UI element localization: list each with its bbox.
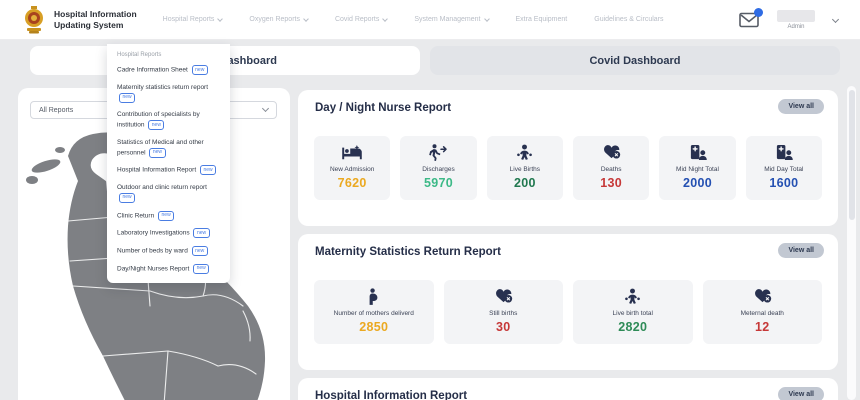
menu-item-statistics-of-medical-personnel[interactable]: Statistics of Medical and other personne… bbox=[117, 138, 204, 158]
header: Hospital Information Updating System Hos… bbox=[0, 0, 860, 40]
walking-person-icon bbox=[428, 144, 448, 161]
stat-tile-live-birth-total: Live birth total 2820 bbox=[573, 280, 693, 344]
nav-extra-equipment[interactable]: Extra Equipment bbox=[515, 16, 568, 23]
card-title: Maternity Statistics Return Report bbox=[315, 246, 501, 258]
menu-item-outdoor-and-clinic-return-report[interactable]: Outdoor and clinic return report new bbox=[117, 183, 220, 203]
chevron-down-icon[interactable] bbox=[831, 15, 840, 23]
new-badge: new bbox=[149, 147, 166, 158]
stat-tile-new-admission: New Admission 7620 bbox=[314, 136, 391, 200]
messages-button[interactable] bbox=[739, 8, 763, 28]
new-badge: new bbox=[148, 120, 165, 130]
card-title: Hospital Information Report bbox=[315, 390, 468, 400]
nav-guidelines-circulars[interactable]: Guidelines & Circulars bbox=[594, 16, 664, 23]
national-emblem-icon bbox=[25, 5, 43, 33]
new-badge: new bbox=[119, 92, 136, 103]
day-night-nurse-report-card: Day / Night Nurse Report View all New Ad… bbox=[298, 90, 838, 226]
user-name: Admin bbox=[787, 24, 805, 30]
nav-covid-reports[interactable]: Covid Reports bbox=[335, 15, 389, 23]
stat-tile-live-births: Live Births 200 bbox=[486, 136, 563, 200]
envelope-icon bbox=[739, 12, 759, 28]
stat-tile-still-births: Still births 30 bbox=[443, 280, 563, 344]
menu-title: Hospital Reports bbox=[117, 52, 162, 58]
menu-item-maternity-statistics-return-report[interactable]: Maternity statistics return report new bbox=[117, 83, 220, 103]
menu-item-hospital-information-report[interactable]: Hospital Information Report new bbox=[117, 165, 220, 176]
chevron-down-icon bbox=[217, 15, 224, 22]
notification-dot bbox=[754, 8, 763, 17]
hospital-reports-dropdown-menu: Hospital Reports Cadre Information Sheet… bbox=[107, 44, 230, 283]
tab-covid-dashboard[interactable]: Covid Dashboard bbox=[430, 46, 840, 75]
view-all-button[interactable]: View all bbox=[778, 243, 824, 258]
new-badge: new bbox=[158, 210, 175, 221]
hospital-information-report-card: Hospital Information Report View all bbox=[298, 378, 838, 400]
chevron-down-icon bbox=[303, 15, 309, 22]
nav-system-management[interactable]: System Management bbox=[414, 15, 490, 23]
view-all-button[interactable]: View all bbox=[778, 387, 824, 400]
new-badge: new bbox=[119, 192, 136, 203]
select-value: All Reports bbox=[39, 106, 74, 114]
stat-tile-mid-night-total: Mid Night Total 2000 bbox=[659, 136, 736, 200]
heart-cross-icon bbox=[494, 288, 513, 305]
app-title: Hospital Information Updating System bbox=[54, 9, 137, 30]
new-badge: new bbox=[191, 65, 208, 75]
menu-item-cadre-information-sheet[interactable]: Cadre Information Sheet new bbox=[117, 65, 220, 75]
id-badge-icon bbox=[774, 144, 794, 161]
baby-icon bbox=[516, 144, 533, 161]
new-badge: new bbox=[193, 263, 210, 274]
view-all-button[interactable]: View all bbox=[778, 99, 824, 114]
id-badge-icon bbox=[688, 144, 707, 161]
card-title: Day / Night Nurse Report bbox=[315, 102, 452, 114]
user-menu[interactable]: Admin bbox=[777, 10, 815, 30]
heart-cross-icon bbox=[753, 288, 772, 305]
heart-cross-icon bbox=[602, 144, 621, 161]
main-nav: Hospital Reports Oxygen Reports Covid Re… bbox=[163, 15, 664, 23]
app-logo: Hospital Information Updating System bbox=[22, 5, 137, 35]
menu-item-clinic-return[interactable]: Clinic Return new bbox=[117, 210, 220, 221]
chevron-down-icon bbox=[483, 15, 490, 22]
menu-item-laboratory-investigations[interactable]: Laboratory Investigations new bbox=[117, 228, 220, 239]
nav-oxygen-reports[interactable]: Oxygen Reports bbox=[249, 15, 309, 23]
baby-icon bbox=[624, 288, 641, 305]
scrollbar-thumb[interactable] bbox=[848, 90, 855, 220]
stat-tile-deaths: Deaths 130 bbox=[573, 136, 650, 200]
chevron-down-icon bbox=[261, 104, 270, 113]
chevron-down-icon bbox=[382, 15, 389, 22]
avatar bbox=[777, 10, 815, 22]
tab-label: Covid Dashboard bbox=[589, 54, 681, 67]
scrollbar[interactable] bbox=[847, 86, 856, 400]
menu-item-number-of-beds-by-ward[interactable]: Number of beds by ward new bbox=[117, 246, 220, 256]
hospital-bed-icon bbox=[341, 144, 363, 161]
stat-tile-mid-day-total: Mid Day Total 1600 bbox=[745, 136, 822, 200]
stat-tile-mothers-delivered: Number of mothers deliverd 2850 bbox=[314, 280, 434, 344]
stat-tile-discharges: Discharges 5970 bbox=[400, 136, 477, 200]
maternity-statistics-card: Maternity Statistics Return Report View … bbox=[298, 234, 838, 370]
new-badge: new bbox=[199, 165, 217, 176]
stat-tile-maternal-death: Meternal death 12 bbox=[702, 280, 822, 344]
new-badge: new bbox=[193, 228, 210, 239]
menu-item-day-night-nurses-report[interactable]: Day/Night Nurses Report new bbox=[117, 263, 220, 274]
menu-item-contribution-of-specialists[interactable]: Contribution of specialists by instituti… bbox=[117, 111, 200, 130]
new-badge: new bbox=[191, 246, 208, 256]
nav-hospital-reports[interactable]: Hospital Reports bbox=[163, 15, 224, 23]
pregnant-woman-icon bbox=[367, 288, 380, 305]
